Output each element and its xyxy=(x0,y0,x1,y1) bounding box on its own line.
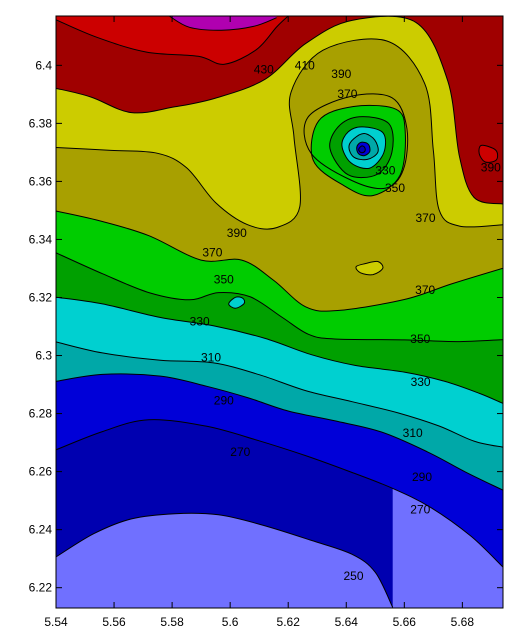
band-above-450 xyxy=(169,16,277,31)
contour-label-370: 370 xyxy=(415,211,435,225)
y-tick-label: 6.28 xyxy=(29,407,53,421)
closed-contour-350 xyxy=(329,116,394,179)
closed-contour-290 xyxy=(356,141,371,157)
closed-contour-370 xyxy=(355,260,384,276)
band-above-410 xyxy=(56,16,503,204)
y-tick-label: 6.38 xyxy=(29,116,53,130)
y-tick-label: 6.24 xyxy=(29,523,53,537)
island-band-350 xyxy=(228,296,245,309)
contour-label-270: 270 xyxy=(230,445,250,459)
contour-label-370: 370 xyxy=(415,283,435,297)
x-tick-label: 5.54 xyxy=(44,615,68,629)
x-tick-label: 5.56 xyxy=(102,615,126,629)
island-band-270 xyxy=(358,145,366,153)
x-tick-label: 5.58 xyxy=(160,615,184,629)
contour-line-290 xyxy=(56,373,503,491)
contour-label-290: 290 xyxy=(412,470,432,484)
x-tick-label: 5.6 xyxy=(222,615,239,629)
y-tick-label: 6.22 xyxy=(29,581,53,595)
contour-label-350: 350 xyxy=(385,181,405,195)
contour-label-390: 390 xyxy=(481,161,501,175)
contour-label-310: 310 xyxy=(403,426,423,440)
contour-line-370 xyxy=(56,210,503,312)
contour-label-330: 330 xyxy=(375,163,395,177)
contour-line-270 xyxy=(56,419,503,568)
closed-contour-270 xyxy=(358,145,366,154)
contour-label-350: 350 xyxy=(410,332,430,346)
contour-line-350 xyxy=(56,252,503,343)
contour-line-430 xyxy=(56,16,289,65)
contour-label-350: 350 xyxy=(214,273,234,287)
y-tick-label: 6.4 xyxy=(35,58,52,72)
closed-contour-430 xyxy=(478,144,499,163)
contour-label-370: 370 xyxy=(337,87,357,101)
y-tick-label: 6.36 xyxy=(29,174,53,188)
axis-ticks: 5.54 5.56 5.58 5.6 5.62 5.64 5.66 5.68 6.22 6.24 6… xyxy=(29,16,503,629)
contour-label-290: 290 xyxy=(214,393,234,407)
contour-fill-bands xyxy=(56,16,503,608)
contour-line-330 xyxy=(56,296,503,404)
contour-label-370: 370 xyxy=(202,246,222,260)
contour-line-410 xyxy=(56,16,503,205)
contour-line-390 xyxy=(56,38,503,230)
y-tick-label: 6.32 xyxy=(29,290,53,304)
contour-label-390: 390 xyxy=(227,226,247,240)
y-tick-label: 6.26 xyxy=(29,465,53,479)
contour-line-450 xyxy=(168,16,277,31)
y-tick-label: 6.34 xyxy=(29,232,53,246)
contour-label-330: 330 xyxy=(411,375,431,389)
contour-label-250: 250 xyxy=(343,569,363,583)
contour-label-330: 330 xyxy=(190,314,210,328)
contour-line-310 xyxy=(56,341,503,448)
contour-label-430: 430 xyxy=(254,62,274,76)
contour-label-410: 410 xyxy=(295,58,315,72)
y-tick-label: 6.3 xyxy=(35,349,52,363)
plot-frame xyxy=(55,15,504,609)
closed-contour-310 xyxy=(348,133,379,161)
contour-label-270: 270 xyxy=(410,503,430,517)
x-tick-label: 5.64 xyxy=(335,615,359,629)
closed-contour-350 xyxy=(228,296,246,309)
island-band-430 xyxy=(478,145,498,163)
x-tick-label: 5.68 xyxy=(451,615,475,629)
closed-contour-370 xyxy=(310,104,406,197)
contour-label-310: 310 xyxy=(201,350,221,364)
contour-labels: 250 270 270 290 290 310 310 330 330 350 350 370 370 3… xyxy=(190,58,501,583)
contour-lines xyxy=(56,16,503,608)
contour-line-250 xyxy=(56,512,394,608)
x-tick-label: 5.62 xyxy=(277,615,301,629)
closed-contour-330 xyxy=(341,126,387,169)
contour-label-390: 390 xyxy=(331,67,351,81)
x-tick-label: 5.66 xyxy=(393,615,417,629)
closed-contour-390 xyxy=(303,93,409,190)
